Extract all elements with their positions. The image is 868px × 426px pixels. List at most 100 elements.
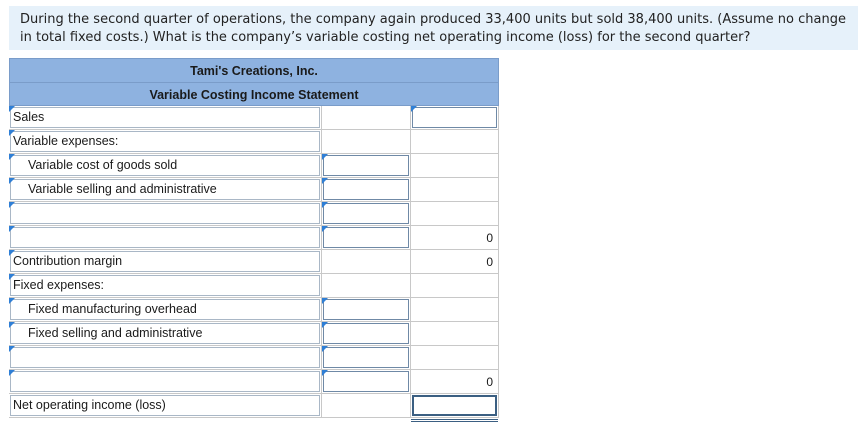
mid-cell[interactable] [321, 346, 410, 370]
right-cell: 0 [410, 370, 499, 394]
dropdown-marker-icon [9, 322, 15, 328]
question-prompt: During the second quarter of operations,… [9, 6, 858, 50]
label-cell[interactable]: Fixed expenses: [9, 274, 321, 298]
row-label: Contribution margin [13, 254, 123, 268]
mid-cell [321, 394, 410, 418]
right-cell [410, 130, 499, 154]
row-divider [9, 273, 499, 274]
dropdown-marker-icon [9, 178, 15, 184]
right-cell [410, 274, 499, 298]
label-input[interactable] [10, 251, 320, 272]
dropdown-marker-icon [9, 274, 15, 280]
row-contribution-margin: Contribution margin 0 [9, 250, 499, 274]
label-cell[interactable]: Net operating income (loss) [9, 394, 321, 418]
right-cell[interactable] [410, 394, 499, 422]
mid-cell[interactable] [321, 202, 410, 226]
label-input[interactable] [10, 131, 320, 152]
label-cell[interactable] [9, 370, 321, 394]
label-cell[interactable]: Variable cost of goods sold [9, 154, 321, 178]
row-label: Fixed selling and administrative [28, 326, 203, 340]
amount-input[interactable] [323, 227, 409, 248]
double-underline [411, 419, 498, 422]
right-cell [410, 178, 499, 202]
row-divider [9, 249, 499, 250]
dropdown-marker-icon [322, 178, 328, 184]
row-net-operating-income: Net operating income (loss) [9, 394, 499, 422]
mid-cell [321, 274, 410, 298]
label-input[interactable] [10, 347, 320, 368]
amount-input[interactable] [323, 347, 409, 368]
row-blank-1 [9, 202, 499, 226]
dropdown-marker-icon [9, 106, 15, 112]
row-divider [9, 417, 499, 418]
row-divider [9, 201, 499, 202]
row-divider [9, 393, 499, 394]
amount-input[interactable] [323, 371, 409, 392]
row-divider [9, 297, 499, 298]
label-input[interactable] [10, 323, 320, 344]
row-fixed-mfg-overhead: Fixed manufacturing overhead [9, 298, 499, 322]
mid-cell[interactable] [321, 178, 410, 202]
label-input[interactable] [10, 107, 320, 128]
row-blank-4: 0 [9, 370, 499, 394]
row-label: Variable expenses: [13, 134, 119, 148]
row-label: Sales [13, 110, 45, 124]
dropdown-marker-icon [322, 322, 328, 328]
mid-cell[interactable] [321, 370, 410, 394]
dropdown-marker-icon [9, 370, 15, 376]
right-cell[interactable] [410, 106, 499, 130]
label-cell[interactable]: Variable selling and administrative [9, 178, 321, 202]
amount-input[interactable] [323, 179, 409, 200]
label-cell[interactable]: Fixed selling and administrative [9, 322, 321, 346]
total-value: 0 [486, 375, 493, 389]
dropdown-marker-icon [322, 202, 328, 208]
right-cell [410, 202, 499, 226]
mid-cell[interactable] [321, 298, 410, 322]
question-line-1: During the second quarter of operations,… [20, 12, 846, 27]
mid-cell[interactable] [321, 322, 410, 346]
row-divider [9, 321, 499, 322]
label-cell[interactable] [9, 202, 321, 226]
row-sales: Sales [9, 106, 499, 130]
dropdown-marker-icon [322, 154, 328, 160]
label-input[interactable] [10, 371, 320, 392]
label-cell[interactable]: Fixed manufacturing overhead [9, 298, 321, 322]
amount-input[interactable] [323, 299, 409, 320]
label-cell[interactable] [9, 346, 321, 370]
dropdown-marker-icon [322, 346, 328, 352]
row-divider [9, 129, 499, 130]
dropdown-marker-icon [9, 130, 15, 136]
mid-cell[interactable] [321, 226, 410, 250]
label-input[interactable] [10, 395, 320, 416]
label-input[interactable] [10, 179, 320, 200]
income-statement-table: Tami's Creations, Inc. Variable Costing … [9, 58, 499, 422]
dropdown-marker-icon [9, 250, 15, 256]
label-cell[interactable]: Contribution margin [9, 250, 321, 274]
label-input[interactable] [10, 203, 320, 224]
mid-cell[interactable] [321, 154, 410, 178]
row-label: Fixed expenses: [13, 278, 105, 292]
dropdown-marker-icon [411, 106, 417, 112]
label-input[interactable] [10, 275, 320, 296]
amount-input[interactable] [323, 155, 409, 176]
row-label: Net operating income (loss) [13, 398, 166, 412]
right-cell [410, 298, 499, 322]
dropdown-marker-icon [9, 202, 15, 208]
label-cell[interactable]: Variable expenses: [9, 130, 321, 154]
amount-input[interactable] [323, 203, 409, 224]
label-input[interactable] [10, 227, 320, 248]
net-income-input[interactable] [412, 395, 497, 416]
row-divider [9, 177, 499, 178]
right-cell [410, 322, 499, 346]
label-input[interactable] [10, 155, 320, 176]
statement-header: Tami's Creations, Inc. Variable Costing … [9, 58, 499, 106]
row-fixed-expenses: Fixed expenses: [9, 274, 499, 298]
label-cell[interactable] [9, 226, 321, 250]
row-label: Variable cost of goods sold [28, 158, 178, 172]
amount-input[interactable] [323, 323, 409, 344]
label-input[interactable] [10, 299, 320, 320]
amount-input[interactable] [412, 107, 497, 128]
label-cell[interactable]: Sales [9, 106, 321, 130]
question-line-2: in total fixed costs.) What is the compa… [20, 30, 751, 45]
right-cell: 0 [410, 250, 499, 274]
